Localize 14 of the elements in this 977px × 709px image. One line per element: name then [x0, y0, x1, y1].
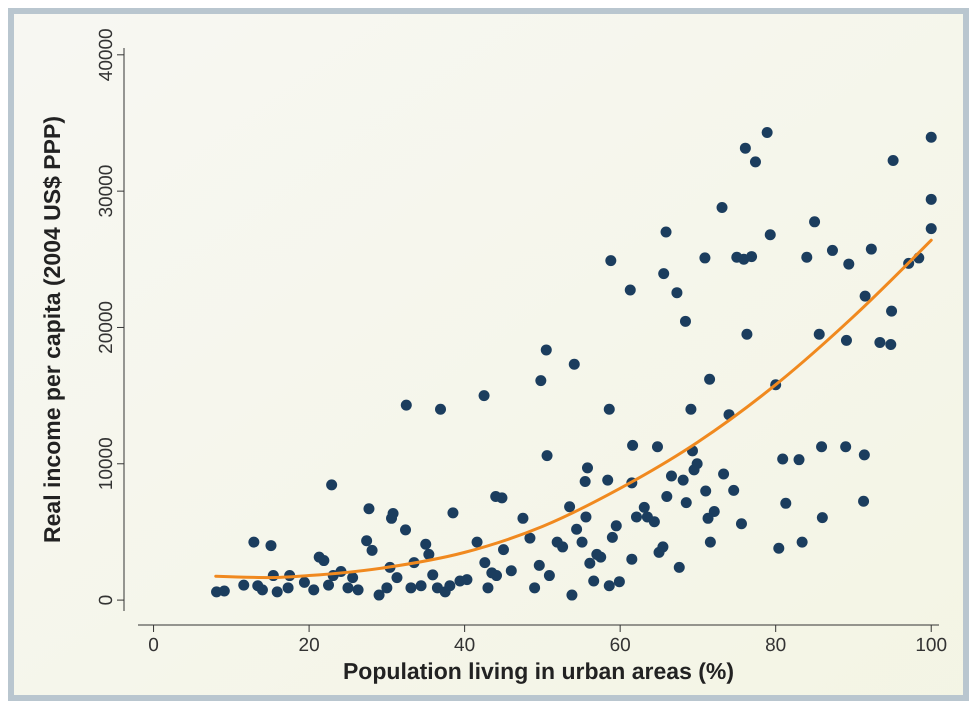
y-tick-label: 40000 [96, 28, 117, 82]
y-tick-label: 20000 [96, 301, 117, 354]
x-tick-label: 60 [610, 635, 631, 656]
y-tick-label: 10000 [96, 437, 117, 490]
x-axis-title: Population living in urban areas (%) [342, 658, 734, 684]
x-tick-label: 0 [148, 635, 159, 656]
x-tick-label: 40 [454, 635, 476, 656]
x-tick-label: 20 [298, 635, 320, 656]
x-tick-label: 100 [915, 635, 948, 656]
line-series [214, 238, 933, 580]
y-tick-label: 30000 [96, 164, 117, 218]
y-axis-title: Real income per capita (2004 US$ PPP) [39, 116, 65, 543]
y-tick-label: 0 [96, 594, 117, 606]
x-tick-label: 80 [765, 635, 786, 656]
